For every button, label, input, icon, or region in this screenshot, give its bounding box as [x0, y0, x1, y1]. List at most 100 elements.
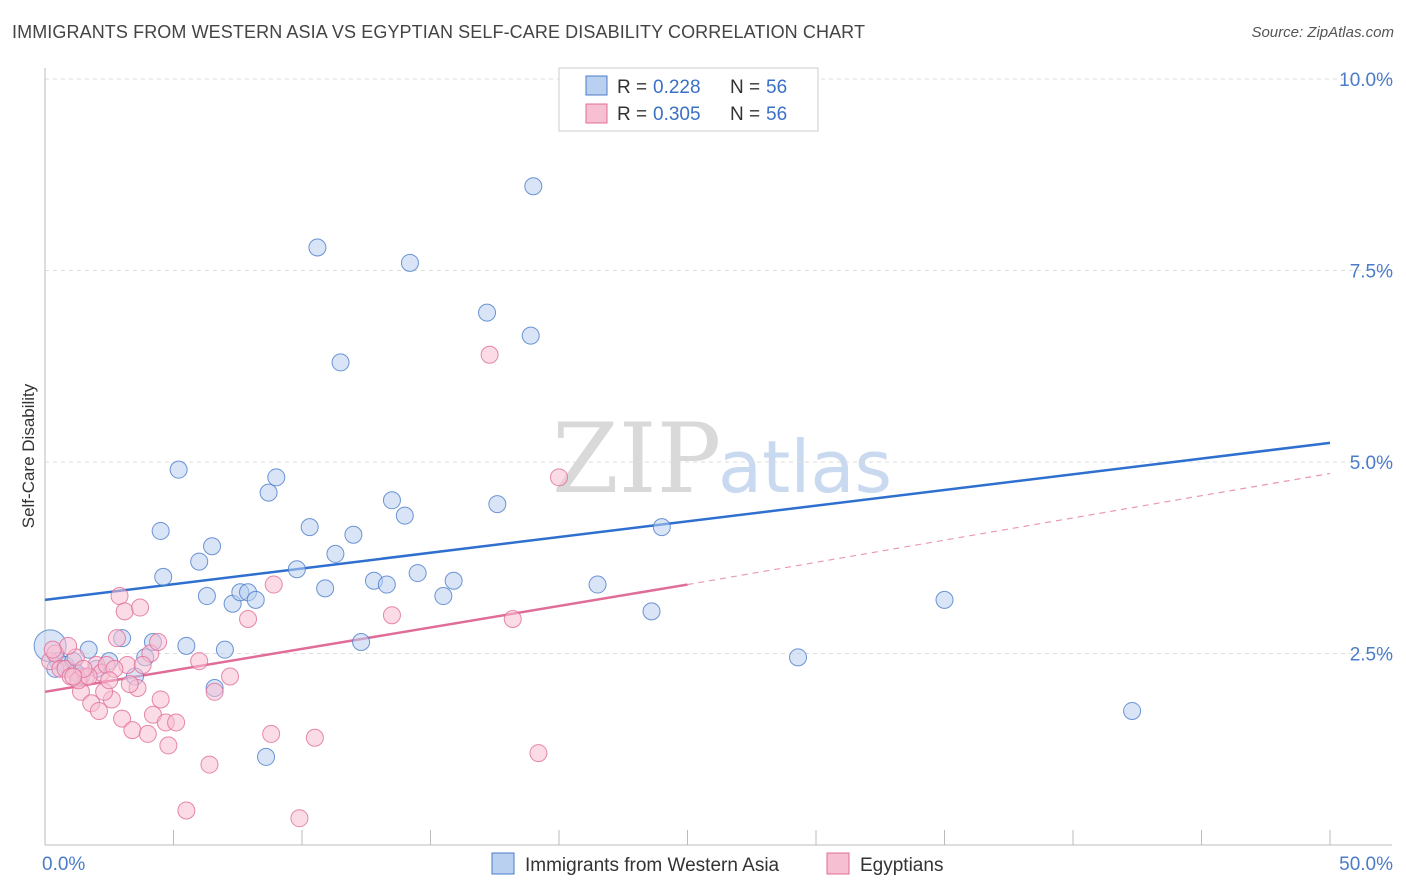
point-egyptians — [138, 724, 157, 743]
point-egyptians — [382, 606, 401, 625]
point-western-asia — [246, 590, 265, 609]
point-egyptians — [550, 468, 568, 487]
point-egyptians — [480, 345, 499, 364]
point-egyptians — [149, 633, 168, 652]
bottom-legend-label-blue: Immigrants from Western Asia — [525, 855, 780, 876]
point-western-asia — [1123, 701, 1142, 720]
point-western-asia — [151, 521, 170, 540]
watermark-atlas: atlas — [718, 425, 892, 509]
bottom-legend: Immigrants from Western Asia Egyptians — [491, 852, 943, 876]
point-egyptians — [205, 682, 224, 701]
point-western-asia — [177, 636, 196, 655]
y-axis-label: Self-Care Disability — [19, 383, 38, 528]
y-tick-label: 7.5% — [1350, 262, 1393, 283]
point-egyptians — [43, 640, 62, 659]
point-egyptians — [264, 575, 283, 594]
point-egyptians — [239, 610, 258, 629]
point-western-asia — [169, 460, 188, 479]
point-egyptians — [89, 701, 108, 720]
data-points — [33, 177, 1142, 828]
gridlines — [45, 78, 1392, 654]
point-western-asia — [408, 564, 427, 583]
point-western-asia — [488, 495, 507, 514]
y-tick-label: 2.5% — [1350, 645, 1393, 666]
y-tick-label: 5.0% — [1350, 453, 1393, 474]
point-western-asia — [331, 353, 350, 372]
legend-r-value-blue: 0.228 — [653, 77, 701, 98]
point-egyptians — [120, 675, 139, 694]
point-western-asia — [400, 253, 419, 272]
point-western-asia — [267, 468, 286, 487]
point-western-asia — [259, 483, 278, 502]
point-egyptians — [110, 587, 129, 606]
watermark-zip: ZIP — [552, 403, 721, 515]
point-egyptians — [115, 602, 134, 621]
point-western-asia — [478, 303, 497, 322]
point-western-asia — [203, 537, 222, 556]
point-egyptians — [159, 736, 178, 755]
point-egyptians — [290, 809, 309, 828]
legend-swatch-pink — [585, 103, 608, 124]
point-western-asia — [300, 518, 319, 537]
point-egyptians — [113, 709, 132, 728]
source-label: Source: ZipAtlas.com — [1251, 24, 1394, 41]
point-egyptians — [305, 728, 324, 747]
point-egyptians — [177, 801, 196, 820]
point-egyptians — [503, 610, 522, 629]
point-western-asia — [642, 602, 661, 621]
point-western-asia — [935, 590, 954, 609]
legend-r-value-pink: 0.305 — [653, 104, 701, 125]
legend-n-label-blue: N = — [730, 77, 760, 98]
point-egyptians — [123, 721, 142, 740]
point-egyptians — [262, 724, 281, 743]
point-egyptians — [167, 713, 186, 732]
point-western-asia — [257, 747, 276, 766]
point-western-asia — [215, 640, 234, 659]
legend-r-label-blue: R = — [617, 77, 647, 98]
point-western-asia — [316, 579, 335, 598]
point-western-asia — [395, 506, 414, 525]
point-western-asia — [190, 552, 209, 571]
point-western-asia — [652, 518, 671, 537]
point-western-asia — [344, 525, 363, 544]
bottom-legend-swatch-pink — [826, 852, 850, 875]
legend-n-value-pink: 56 — [766, 104, 787, 125]
point-egyptians — [151, 690, 170, 709]
point-western-asia — [352, 633, 371, 652]
point-egyptians — [131, 598, 150, 617]
point-western-asia — [524, 177, 543, 196]
chart-title: IMMIGRANTS FROM WESTERN ASIA VS EGYPTIAN… — [12, 22, 866, 42]
point-western-asia — [789, 648, 808, 667]
point-western-asia — [588, 575, 607, 594]
point-egyptians — [133, 655, 152, 674]
legend-n-label-pink: N = — [730, 104, 760, 125]
y-tick-labels: 2.5% 5.0% 7.5% 10.0% — [1339, 70, 1393, 666]
point-egyptians — [190, 652, 209, 671]
trend-line-western-asia — [44, 441, 1331, 602]
x-tick-label-max: 50.0% — [1339, 854, 1393, 875]
axes — [44, 68, 1392, 846]
point-egyptians — [221, 667, 240, 686]
point-egyptians — [64, 667, 83, 686]
point-western-asia — [382, 491, 401, 510]
y-tick-label: 10.0% — [1339, 70, 1393, 91]
point-western-asia — [444, 571, 463, 590]
point-western-asia — [154, 567, 173, 586]
legend-swatch-blue — [585, 75, 608, 96]
point-western-asia — [197, 587, 216, 606]
point-western-asia — [287, 560, 306, 579]
point-egyptians — [107, 629, 126, 648]
x-tick-label-min: 0.0% — [42, 854, 85, 875]
point-western-asia — [377, 575, 396, 594]
x-tick-labels: 0.0% 50.0% — [42, 854, 1393, 875]
bottom-legend-swatch-blue — [491, 852, 515, 875]
legend-r-label-pink: R = — [617, 104, 647, 125]
top-legend: R = 0.228 N = 56 R = 0.305 N = 56 — [558, 67, 819, 132]
point-western-asia — [521, 326, 540, 345]
bottom-legend-label-pink: Egyptians — [860, 855, 943, 876]
point-egyptians — [59, 636, 78, 655]
point-egyptians — [200, 755, 219, 774]
trend-line-egyptians-extrapolated — [687, 472, 1331, 586]
point-western-asia — [434, 587, 453, 606]
